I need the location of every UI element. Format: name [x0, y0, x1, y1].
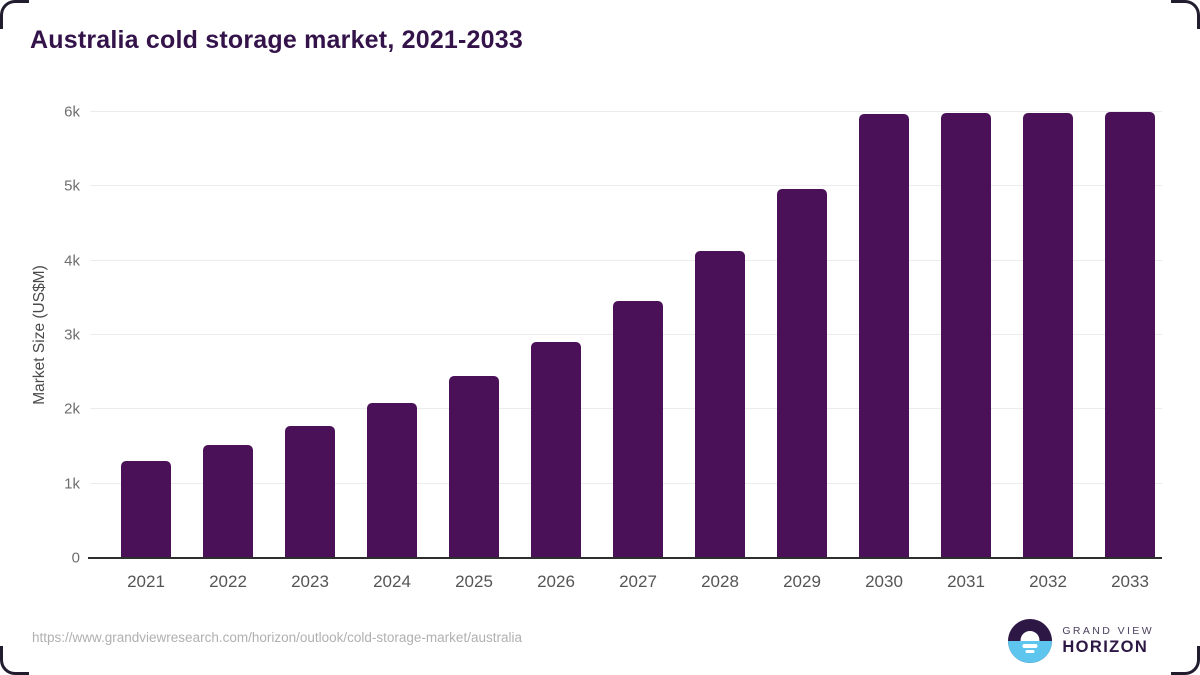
- x-tick-label: 2022: [209, 572, 247, 591]
- x-axis-line: [88, 557, 1162, 559]
- y-tick-label: 1k: [64, 475, 80, 493]
- bar-2031[interactable]: [941, 113, 991, 558]
- bar-2027[interactable]: [613, 301, 663, 558]
- y-tick-label: 3k: [64, 326, 80, 344]
- x-tick-label: 2031: [947, 572, 985, 591]
- card-corner-border: [1171, 0, 1200, 29]
- bar-2029[interactable]: [777, 189, 827, 558]
- x-tick-label: 2026: [537, 572, 575, 591]
- x-tick-label: 2025: [455, 572, 493, 591]
- bar-2021[interactable]: [121, 461, 171, 558]
- sunrise-horizon-logo-icon: [1008, 619, 1053, 663]
- gridline: [90, 185, 1162, 187]
- grand-view-horizon-logo: GRAND VIEW HORIZON: [1008, 619, 1154, 663]
- bar-2023[interactable]: [285, 425, 335, 558]
- bar-2022[interactable]: [203, 444, 253, 558]
- x-tick-label: 2023: [291, 572, 329, 591]
- bar-2030[interactable]: [859, 114, 909, 558]
- logo-sun-shape: [1020, 631, 1040, 641]
- y-tick-label: 0: [71, 549, 80, 567]
- source-url: https://www.grandviewresearch.com/horizo…: [32, 630, 522, 645]
- y-tick-label: 6k: [64, 103, 80, 121]
- logo-reflection-shape: [1025, 650, 1035, 653]
- bar-2024[interactable]: [367, 403, 417, 558]
- gridline: [90, 259, 1162, 261]
- bar-2033[interactable]: [1105, 112, 1155, 558]
- x-tick-label: 2027: [619, 572, 657, 591]
- logo-text-horizon: HORIZON: [1062, 637, 1149, 656]
- y-tick-label: 4k: [64, 252, 80, 270]
- card-corner-border: [0, 646, 29, 675]
- x-tick-label: 2030: [865, 572, 903, 591]
- logo-text-grand-view: GRAND VIEW: [1062, 625, 1154, 638]
- logo-text: GRAND VIEW HORIZON: [1062, 625, 1154, 656]
- x-tick-label: 2033: [1111, 572, 1149, 591]
- x-tick-label: 2024: [373, 572, 411, 591]
- gridline: [90, 111, 1162, 112]
- chart-title: Australia cold storage market, 2021-2033: [30, 26, 523, 54]
- x-tick-label: 2032: [1029, 572, 1067, 591]
- card-corner-border: [1171, 646, 1200, 675]
- bar-2025[interactable]: [449, 375, 499, 558]
- card-corner-border: [0, 0, 29, 29]
- bar-chart-plot-area: 0 1k 2k 3k 4k 5k 6k 2021 2022 2023 2024 2025 2026 202…: [64, 104, 1162, 591]
- y-tick-label: 5k: [64, 177, 80, 195]
- x-tick-label: 2021: [127, 572, 165, 591]
- y-tick-label: 2k: [64, 400, 80, 418]
- x-tick-label: 2028: [701, 572, 739, 591]
- bar-2032[interactable]: [1023, 112, 1073, 558]
- bar-2026[interactable]: [531, 342, 581, 558]
- bar-2028[interactable]: [695, 251, 745, 558]
- x-tick-label: 2029: [783, 572, 821, 591]
- logo-reflection-shape: [1022, 644, 1038, 648]
